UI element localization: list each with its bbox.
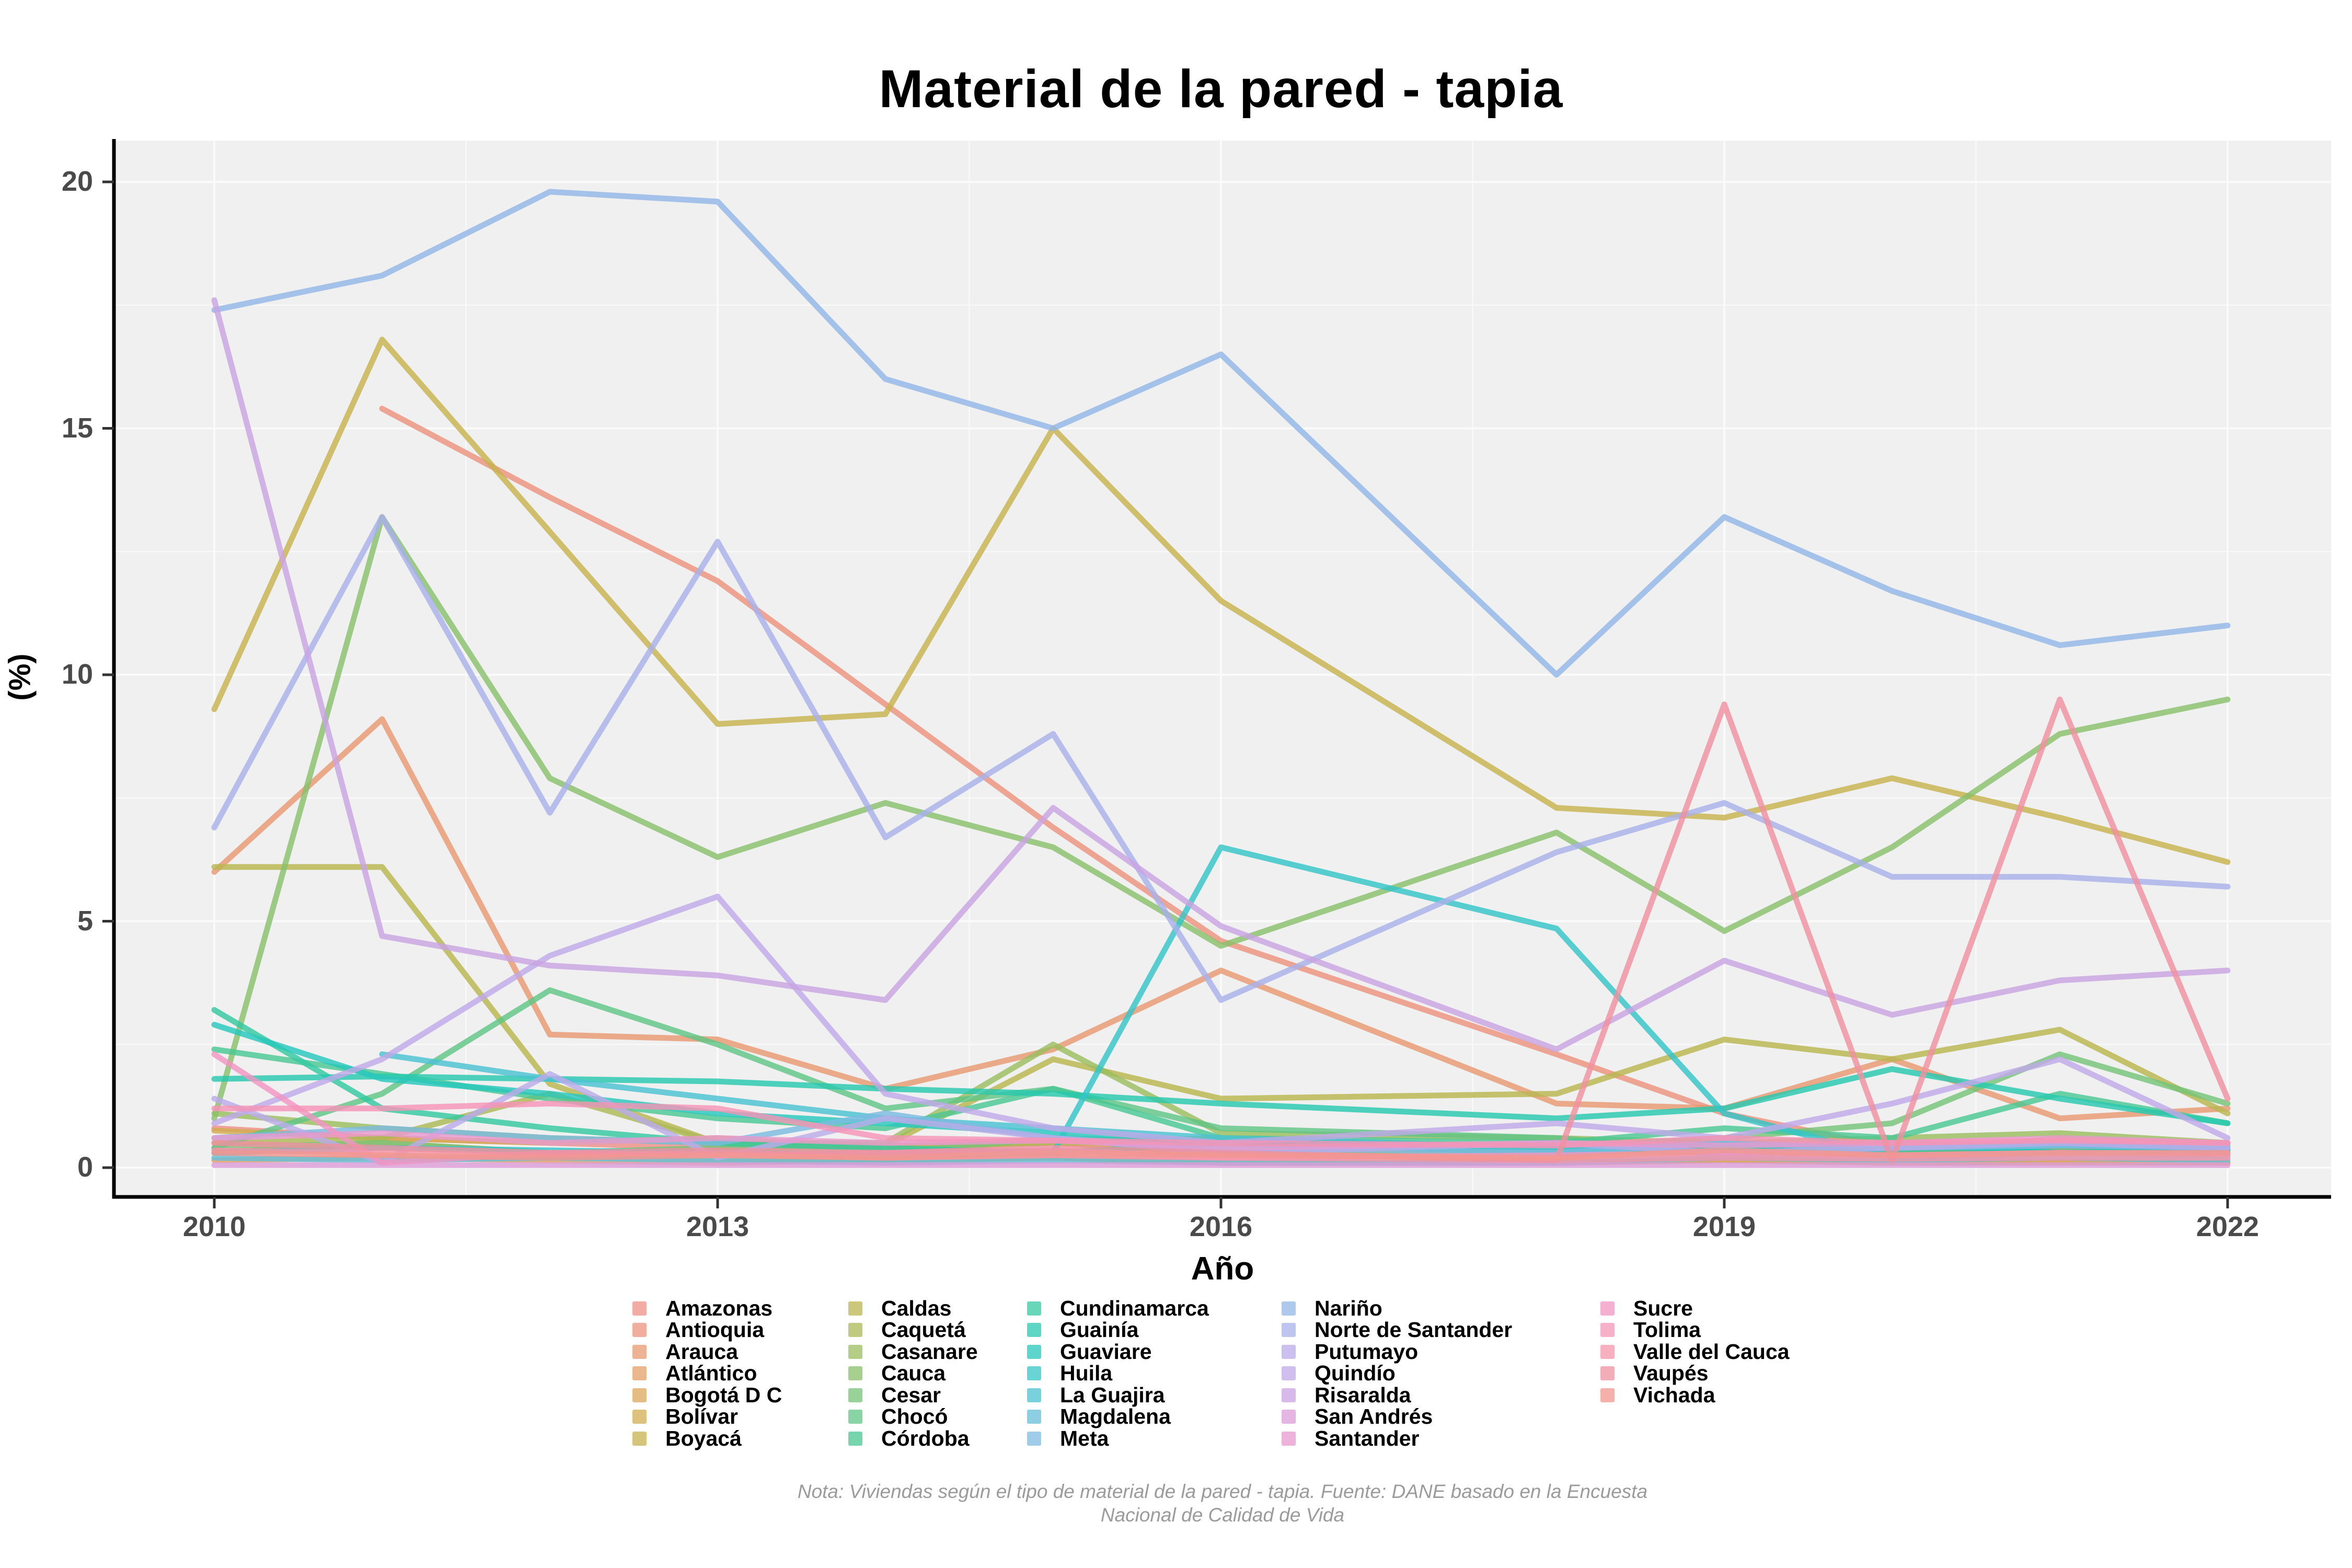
series-lines <box>211 189 2231 1168</box>
series-line-risaralda <box>211 297 2231 1053</box>
series-line-guain-a <box>211 1066 2231 1126</box>
y-tick-label-0: 0 <box>77 1151 93 1183</box>
x-tick-label-2010: 2010 <box>182 1211 246 1242</box>
series-line-c-rdoba <box>211 1046 2231 1146</box>
y-tick-label-5: 5 <box>77 905 93 937</box>
x-tick-label-2013: 2013 <box>686 1211 750 1242</box>
series-line-boyac- <box>211 337 2231 865</box>
y-tick-label-20: 20 <box>61 166 93 197</box>
series-line-cauca <box>211 514 2231 1122</box>
x-tick-label-2019: 2019 <box>1692 1211 1756 1242</box>
plot-panel-background <box>114 141 2331 1197</box>
chart-title: Material de la pared - tapia <box>879 59 1563 119</box>
footnote-line-2: Nacional de Calidad de Vida <box>1100 1504 1345 1526</box>
x-tick-label-2022: 2022 <box>2196 1211 2259 1242</box>
series-line-vaup-s <box>211 696 2231 1163</box>
series-line-arauca <box>211 716 2231 1122</box>
series-line-tolima <box>211 1100 2231 1149</box>
series-line-caldas <box>211 864 2231 1149</box>
y-tick-label-15: 15 <box>61 412 93 444</box>
series-line-quind-o <box>211 893 2231 1146</box>
series-line-vichada <box>211 1147 2231 1161</box>
x-axis-label: Año <box>1191 1251 1254 1287</box>
y-tick-label-10: 10 <box>61 659 93 690</box>
series-line-nari-o <box>211 189 2231 678</box>
x-tick-label-2016: 2016 <box>1189 1211 1253 1242</box>
footnote-line-1: Nota: Viviendas según el tipo de materia… <box>797 1481 1648 1502</box>
